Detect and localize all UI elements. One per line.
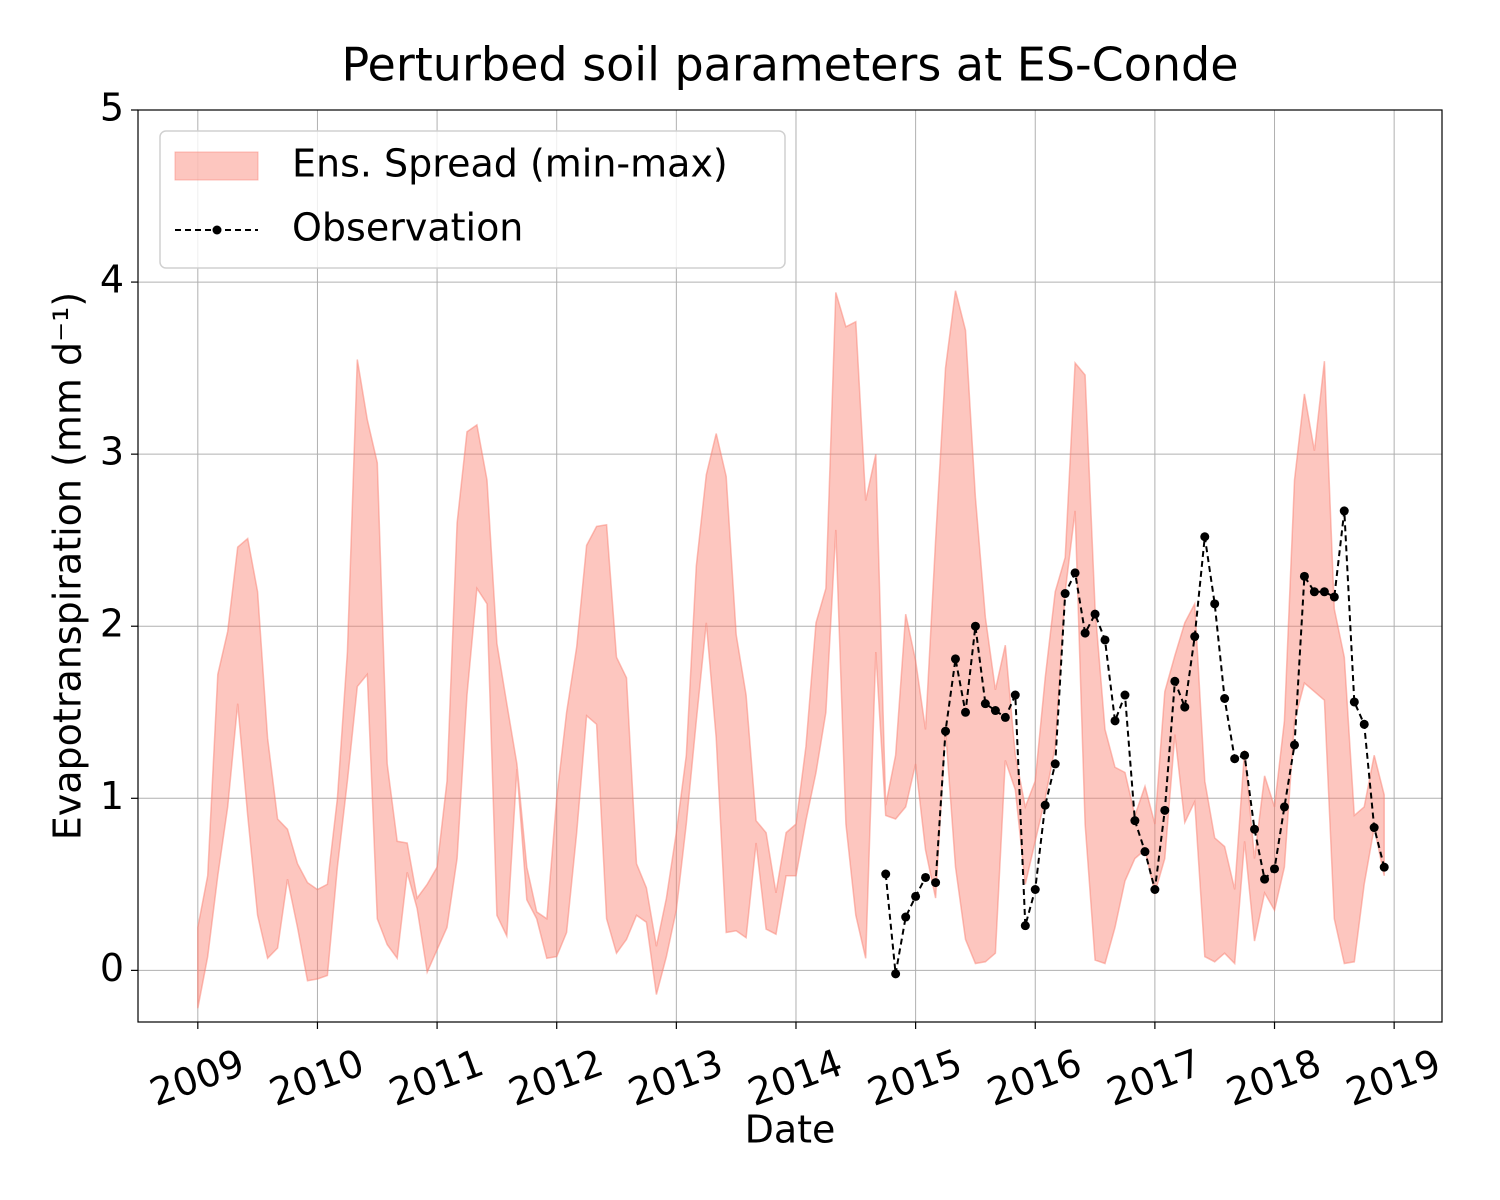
- legend-label: Observation: [292, 206, 523, 250]
- observation-point: [921, 872, 931, 882]
- observation-point: [1030, 885, 1040, 895]
- legend-swatch: [174, 151, 259, 181]
- observation-point: [1279, 802, 1289, 812]
- y-tick-label: 1: [100, 774, 124, 818]
- x-axis-label: Date: [745, 1108, 836, 1152]
- observation-point: [980, 699, 990, 709]
- x-tick-label: 2011: [383, 1040, 489, 1114]
- y-tick-label: 4: [100, 258, 124, 302]
- observation-point: [1319, 587, 1329, 597]
- observation-point: [1230, 754, 1240, 764]
- x-tick-label: 2018: [1221, 1040, 1327, 1114]
- observation-point: [1299, 571, 1309, 581]
- observation-point: [1309, 587, 1319, 597]
- observation-point: [911, 891, 921, 901]
- observation-point: [970, 621, 980, 631]
- observation-point: [1160, 805, 1170, 815]
- y-tick-label: 0: [100, 946, 124, 990]
- observation-point: [950, 654, 960, 664]
- observation-point: [1369, 823, 1379, 833]
- observation-point: [1060, 589, 1070, 599]
- observation-point: [1130, 816, 1140, 826]
- y-tick-label: 5: [100, 86, 124, 130]
- observation-point: [891, 969, 901, 979]
- observation-point: [1080, 628, 1090, 638]
- observation-point: [1120, 690, 1130, 700]
- observation-point: [1110, 716, 1120, 726]
- observation-point: [1000, 712, 1010, 722]
- observation-point: [1100, 635, 1110, 645]
- observation-point: [1040, 800, 1050, 810]
- observation-point: [1180, 702, 1190, 712]
- observation-point: [1090, 609, 1100, 619]
- x-tick-label: 2014: [742, 1040, 848, 1114]
- legend-label: Ens. Spread (min-max): [292, 142, 728, 186]
- observation-point: [941, 726, 951, 736]
- observation-point: [1150, 885, 1160, 895]
- observation-point: [881, 869, 891, 879]
- x-tick-label: 2016: [981, 1040, 1087, 1114]
- observation-point: [1339, 506, 1349, 516]
- observation-point: [1220, 693, 1230, 703]
- y-tick-label: 2: [100, 602, 124, 646]
- ensemble-band: [197, 290, 1385, 1009]
- y-tick-label: 3: [100, 430, 124, 474]
- legend-box: [159, 130, 786, 269]
- observation-point: [1240, 750, 1250, 760]
- observation-point: [1050, 759, 1060, 769]
- observation-point: [1200, 532, 1210, 542]
- x-tick-label: 2019: [1340, 1040, 1446, 1114]
- observation-point: [1170, 676, 1180, 686]
- x-tick-label: 2015: [862, 1040, 968, 1114]
- observation-point: [1020, 921, 1030, 931]
- observation-point: [1379, 862, 1389, 872]
- plot-frame: [137, 109, 1443, 1023]
- observation-point: [1329, 592, 1339, 602]
- observation-point: [990, 706, 1000, 716]
- observation-point: [1250, 824, 1260, 834]
- observation-point: [1289, 740, 1299, 750]
- x-tick-label: 2017: [1101, 1040, 1207, 1114]
- x-tick-label: 2010: [264, 1040, 370, 1114]
- y-axis-label: Evapotranspiration (mm d⁻¹): [46, 292, 90, 840]
- observation-point: [931, 878, 941, 888]
- x-tick-label: 2013: [623, 1040, 729, 1114]
- observation-point: [1070, 568, 1080, 578]
- observation-point: [1010, 690, 1020, 700]
- x-tick-label: 2012: [503, 1040, 609, 1114]
- observation-point: [1349, 697, 1359, 707]
- observation-point: [1359, 719, 1369, 729]
- chart-title: Perturbed soil parameters at ES-Conde: [341, 38, 1238, 92]
- legend-marker: [212, 225, 222, 235]
- observation-point: [901, 912, 911, 922]
- observation-point: [1210, 599, 1220, 609]
- observation-point: [1140, 847, 1150, 857]
- x-tick-label: 2009: [144, 1040, 250, 1114]
- observation-point: [1270, 864, 1280, 874]
- observation-point: [961, 707, 971, 717]
- observation-point: [1260, 874, 1270, 884]
- observation-point: [1190, 632, 1200, 642]
